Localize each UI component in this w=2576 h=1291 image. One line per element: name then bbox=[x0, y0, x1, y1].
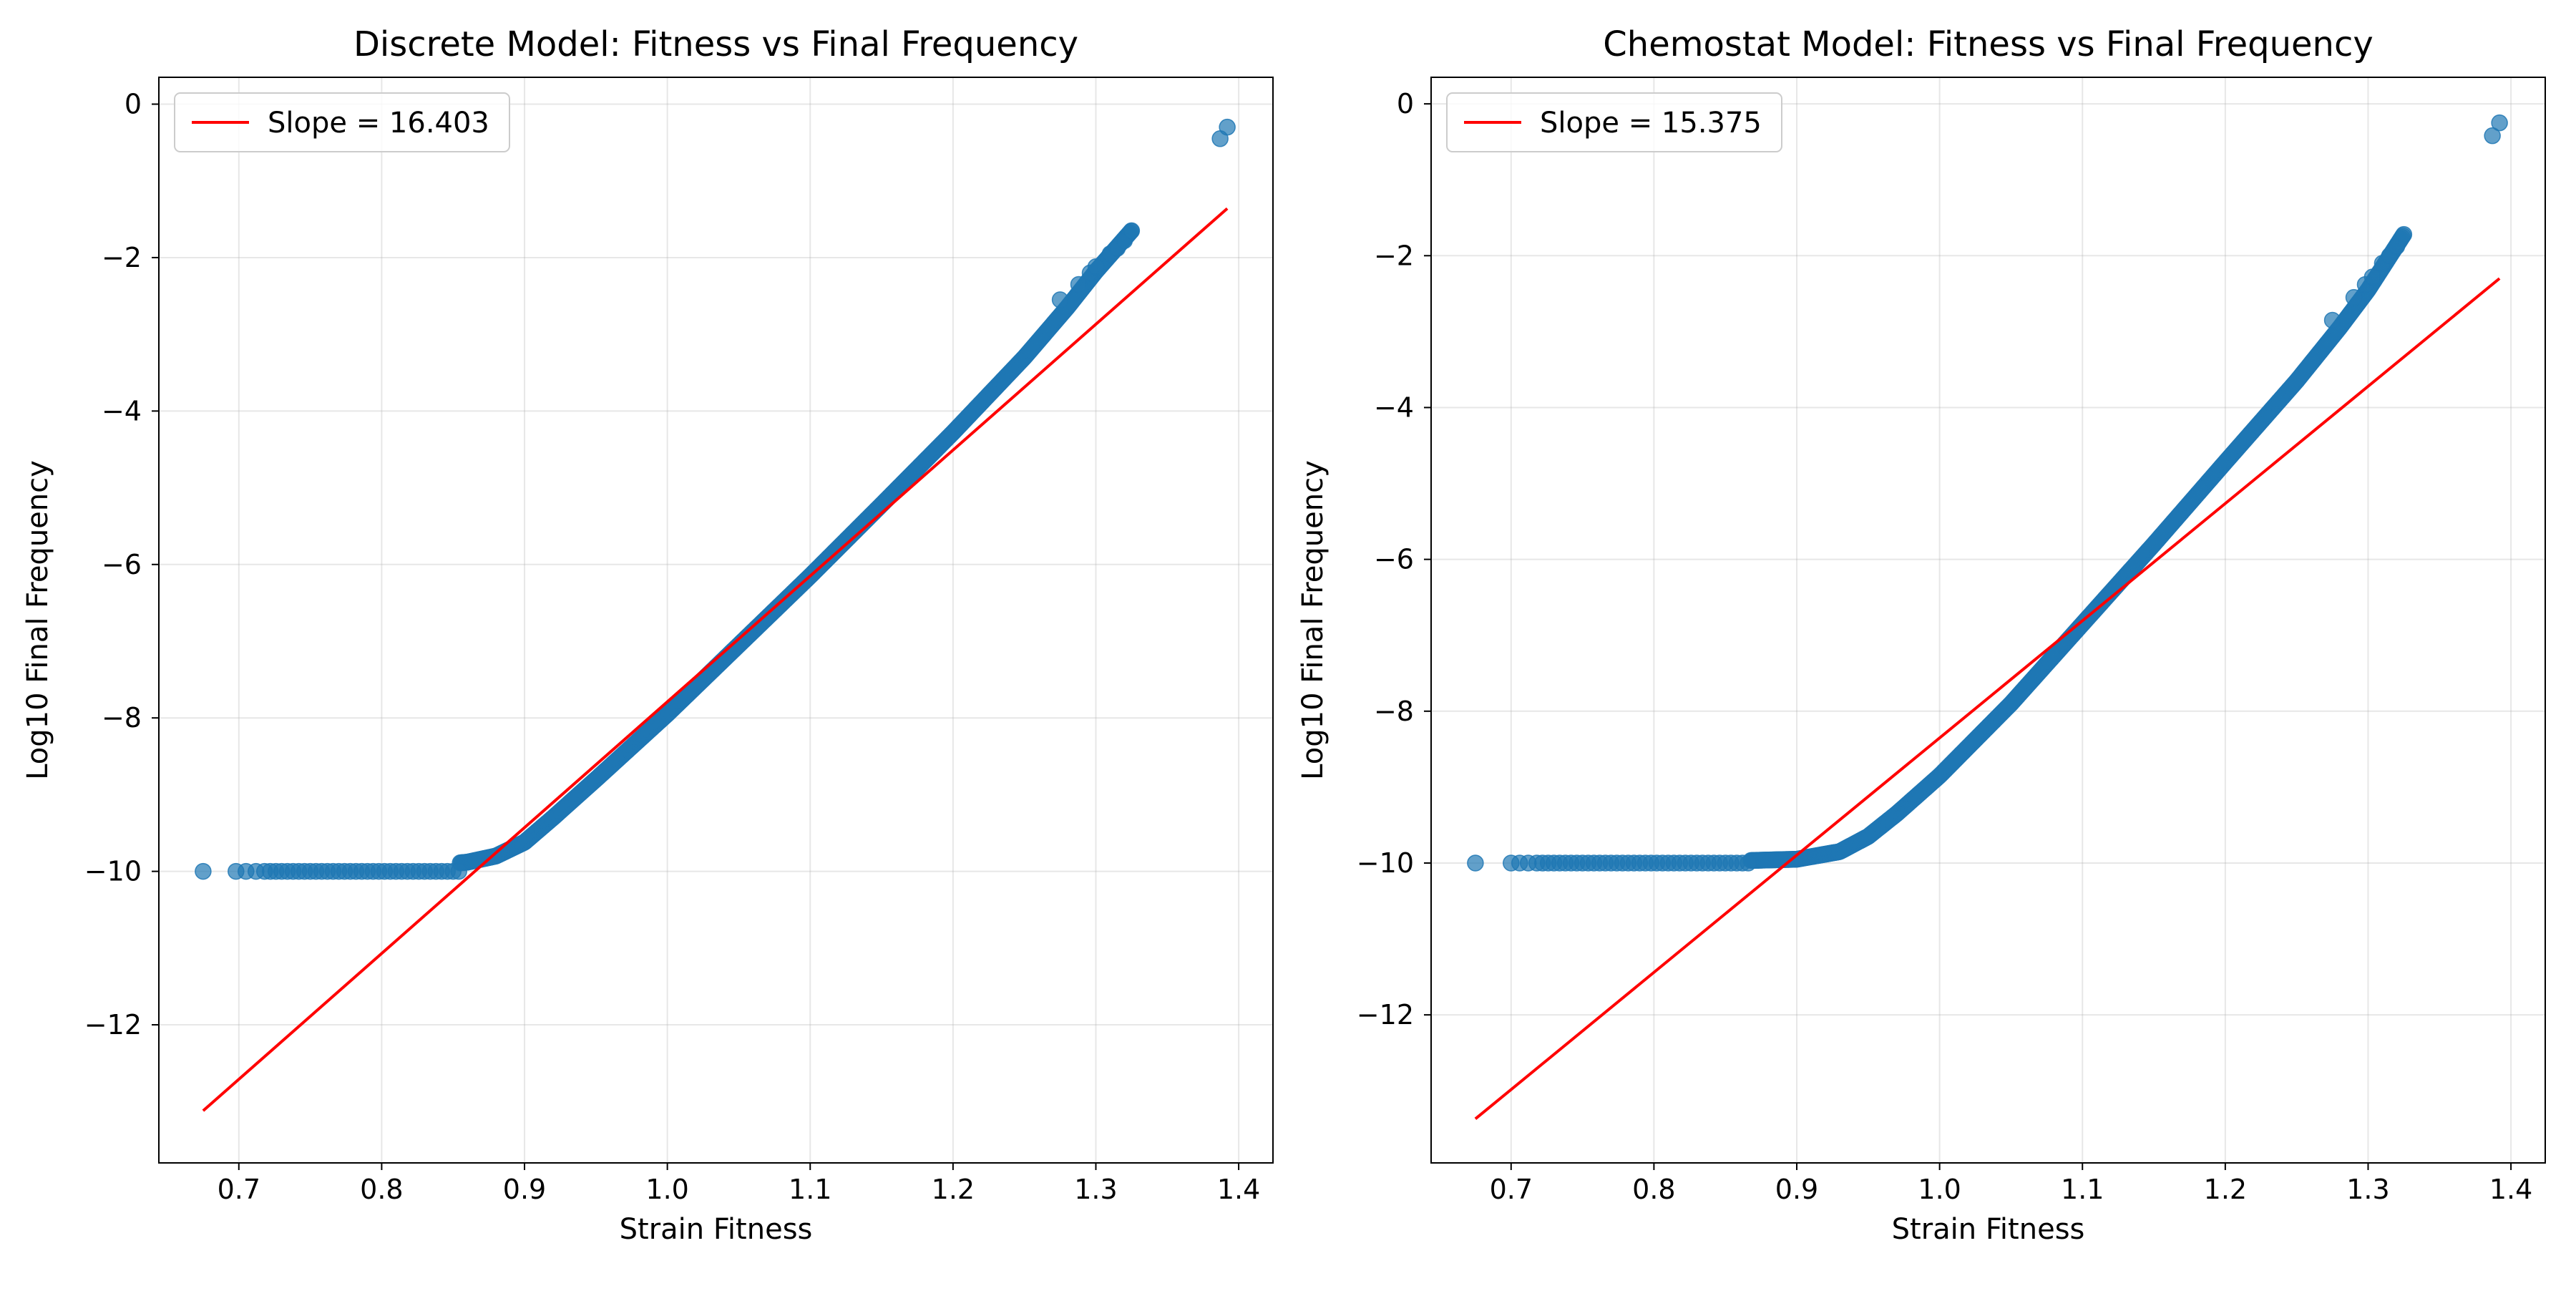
regression-line bbox=[1474, 277, 2501, 1121]
chart-title: Chemostat Model: Fitness vs Final Freque… bbox=[1603, 24, 2373, 64]
scatter-point bbox=[2363, 268, 2381, 286]
y-tick-label: −10 bbox=[1357, 847, 1414, 879]
scatter-point bbox=[1219, 118, 1236, 136]
scatter-point bbox=[2323, 311, 2341, 329]
scatter-point bbox=[1467, 854, 1484, 872]
x-tick-label: 1.1 bbox=[2061, 1174, 2104, 1205]
y-tick-label: −6 bbox=[102, 549, 142, 580]
legend-label: Slope = 16.403 bbox=[268, 107, 489, 140]
x-tick-label: 1.0 bbox=[645, 1174, 688, 1205]
y-tick-label: 0 bbox=[1397, 88, 1414, 120]
x-tick-label: 1.2 bbox=[932, 1174, 975, 1205]
plot-frame bbox=[1430, 77, 2546, 1164]
x-tick-label: 1.3 bbox=[1074, 1174, 1117, 1205]
plot-frame bbox=[158, 77, 1274, 1164]
scatter-point bbox=[1528, 854, 1546, 872]
scatter-point bbox=[2484, 127, 2501, 145]
x-tick-label: 1.2 bbox=[2204, 1174, 2247, 1205]
scatter-point bbox=[2345, 288, 2363, 306]
y-tick-label: 0 bbox=[125, 89, 142, 120]
y-tick-label: −2 bbox=[102, 242, 142, 273]
x-tick-label: 1.0 bbox=[1918, 1174, 1961, 1205]
x-tick-label: 0.9 bbox=[1775, 1174, 1818, 1205]
chart-panel-1: 0.7 0.8 0.9 1.0 1.1 1.2 1.3 1.4 0 −2 −4 −6 −8 −10 −12 D… bbox=[21, 24, 1274, 1246]
x-tick-label: 1.4 bbox=[1217, 1174, 1260, 1205]
legend: Slope = 16.403 bbox=[174, 92, 510, 152]
y-tick-label: −6 bbox=[1374, 544, 1414, 575]
scatter-point bbox=[255, 862, 273, 880]
y-axis-label: Log10 Final Frequency bbox=[21, 460, 54, 780]
y-tick-label: −12 bbox=[84, 1009, 142, 1041]
y-tick-label: −8 bbox=[1374, 696, 1414, 727]
chart-title: Discrete Model: Fitness vs Final Frequen… bbox=[353, 24, 1078, 64]
scatter-point bbox=[2395, 225, 2413, 243]
x-tick-label: 0.7 bbox=[218, 1174, 260, 1205]
scatter-point bbox=[1051, 291, 1069, 308]
x-tick-label: 0.7 bbox=[1490, 1174, 1533, 1205]
scatter-point bbox=[2491, 114, 2508, 132]
y-tick-label: −10 bbox=[84, 856, 142, 887]
scatter-point bbox=[450, 862, 467, 880]
legend-box bbox=[1446, 92, 1782, 152]
scatter-point bbox=[1123, 222, 1141, 240]
scatter-point bbox=[1087, 258, 1105, 276]
legend-label: Slope = 15.375 bbox=[1540, 107, 1762, 140]
legend: Slope = 15.375 bbox=[1446, 92, 1782, 152]
regression-line bbox=[202, 207, 1229, 1112]
scatter-point bbox=[1070, 276, 1088, 293]
scatter-point bbox=[195, 862, 212, 880]
y-tick-label: −2 bbox=[1374, 240, 1414, 271]
scatter-point bbox=[1740, 854, 1757, 872]
y-tick-label: −4 bbox=[1374, 391, 1414, 423]
x-axis-label: Strain Fitness bbox=[620, 1213, 813, 1246]
x-tick-label: 1.4 bbox=[2489, 1174, 2532, 1205]
y-tick-label: −12 bbox=[1357, 999, 1414, 1031]
y-axis-label: Log10 Final Frequency bbox=[1297, 460, 1330, 780]
x-tick-label: 0.8 bbox=[1632, 1174, 1675, 1205]
x-tick-label: 0.9 bbox=[503, 1174, 546, 1205]
y-tick-label: −4 bbox=[102, 395, 142, 427]
x-tick-label: 1.3 bbox=[2346, 1174, 2389, 1205]
legend-box bbox=[174, 92, 510, 152]
x-axis-label: Strain Fitness bbox=[1892, 1213, 2085, 1246]
chart-panel-2: 0.7 0.8 0.9 1.0 1.1 1.2 1.3 1.4 0 −2 −4 −6 −8 −10 −12 C… bbox=[1297, 24, 2546, 1246]
x-tick-label: 1.1 bbox=[789, 1174, 831, 1205]
x-tick-label: 0.8 bbox=[360, 1174, 403, 1205]
y-tick-label: −8 bbox=[102, 702, 142, 734]
